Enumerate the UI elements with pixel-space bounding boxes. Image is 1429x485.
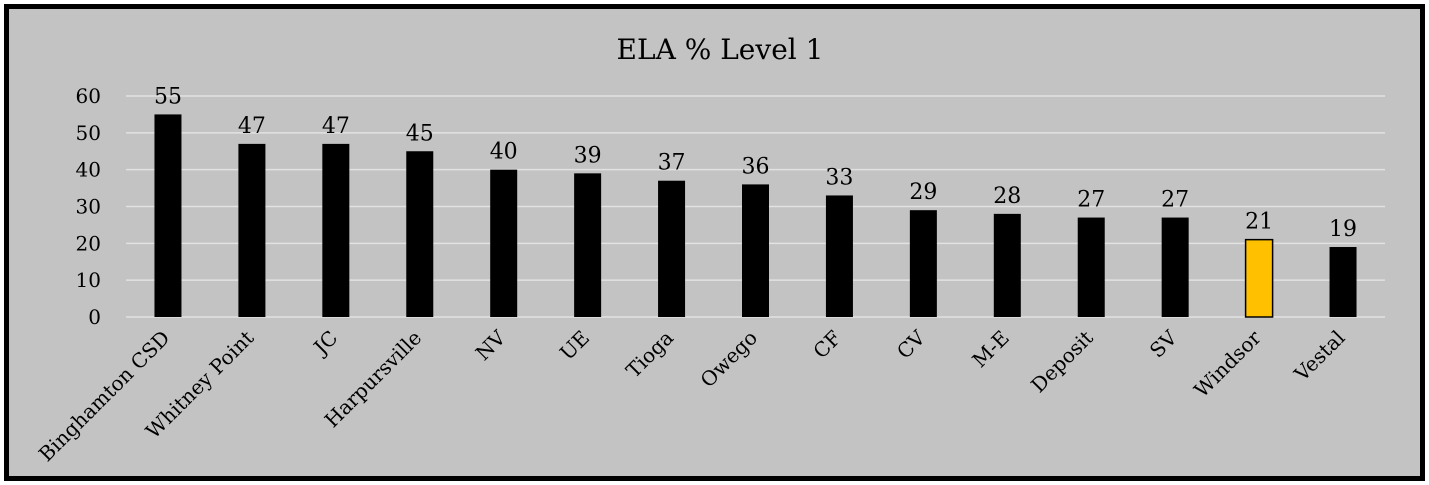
data-label: 55 — [154, 84, 182, 109]
data-label: 28 — [993, 184, 1021, 209]
x-tick-label: CV — [892, 325, 930, 363]
data-label: 47 — [238, 114, 266, 139]
bar — [1329, 247, 1357, 317]
data-label: 47 — [322, 114, 350, 139]
x-tick-label: UE — [555, 326, 594, 365]
bar — [993, 213, 1021, 317]
data-label: 40 — [490, 140, 518, 165]
y-tick-label: 0 — [88, 305, 101, 329]
data-label: 19 — [1329, 217, 1357, 242]
bar — [658, 180, 686, 317]
chart-frame: ELA % Level 1 0 10 20 30 40 50 60 55 47 47 45 40 39… — [4, 4, 1425, 481]
bar — [909, 210, 937, 317]
bar — [406, 151, 434, 317]
bar — [322, 143, 350, 317]
data-label: 21 — [1245, 210, 1273, 235]
x-tick-label: Owego — [695, 326, 762, 393]
x-tick-label: NV — [471, 325, 511, 365]
y-tick-label: 60 — [76, 84, 101, 108]
bar — [1161, 217, 1189, 317]
data-label: 33 — [825, 165, 853, 190]
bar — [1244, 238, 1274, 318]
data-label: 27 — [1161, 188, 1189, 213]
data-label: 29 — [909, 180, 937, 205]
x-tick-label: Vestal — [1289, 326, 1350, 387]
bar — [238, 143, 266, 317]
x-tick-label: M-E — [967, 326, 1014, 373]
x-tick-label: Windsor — [1189, 325, 1266, 402]
y-tick-label: 50 — [76, 121, 101, 145]
data-label: 36 — [742, 154, 770, 179]
x-tick-label: Deposit — [1026, 326, 1098, 398]
bar-chart: ELA % Level 1 0 10 20 30 40 50 60 55 47 47 45 40 39… — [34, 33, 1385, 466]
y-tick-label: 40 — [76, 158, 101, 182]
bar — [1077, 217, 1105, 317]
data-label: 45 — [406, 121, 434, 146]
x-tick-label: JC — [307, 326, 342, 361]
bar — [154, 114, 182, 318]
y-tick-label: 30 — [76, 195, 101, 219]
data-label: 37 — [658, 151, 686, 176]
x-tick-label: CF — [808, 325, 846, 363]
x-tick-label: SV — [1145, 325, 1182, 362]
bar — [490, 169, 518, 317]
y-tick-label: 10 — [76, 268, 101, 292]
chart-title: ELA % Level 1 — [617, 33, 824, 66]
data-label: 27 — [1077, 188, 1105, 213]
bar — [825, 195, 853, 317]
data-labels: 55 47 47 45 40 39 37 36 33 29 28 27 27 21 19 — [154, 84, 1357, 242]
data-label: 39 — [574, 143, 602, 168]
x-tick-label: Tioga — [621, 326, 678, 383]
y-axis-tick-labels: 0 10 20 30 40 50 60 — [76, 84, 101, 329]
bar — [574, 173, 602, 317]
x-tick-label: Binghamton CSD — [34, 326, 175, 467]
bar — [742, 184, 769, 317]
y-tick-label: 20 — [76, 231, 101, 255]
bars — [154, 114, 1357, 318]
